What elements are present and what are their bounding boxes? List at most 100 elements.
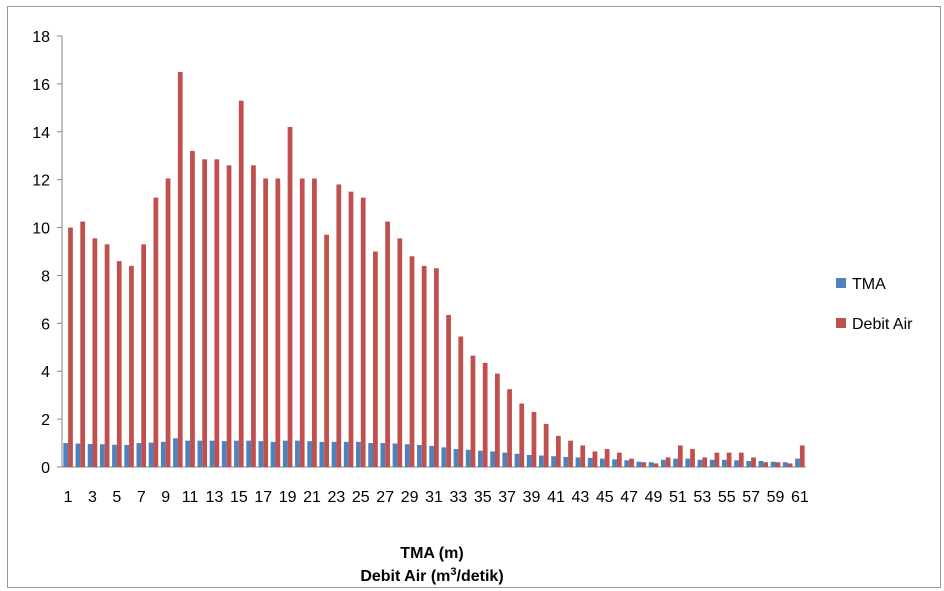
bar-debit-air-10 <box>177 71 183 468</box>
bar-tma-52 <box>685 458 691 467</box>
bar-debit-air-43 <box>580 445 586 467</box>
bar-debit-air-34 <box>470 355 476 467</box>
x-axis-title-line2: Debit Air (m3/detik) <box>360 566 503 585</box>
x-tick-label: 35 <box>474 489 492 506</box>
bar-tma-3 <box>87 444 93 467</box>
bar-tma-43 <box>575 457 581 467</box>
bar-debit-air-27 <box>385 221 390 467</box>
bar-debit-air-24 <box>348 191 354 467</box>
bar-tma-12 <box>197 440 203 467</box>
y-tick-label: 8 <box>41 268 50 285</box>
bar-tma-55 <box>721 459 727 467</box>
x-tick-label: 43 <box>571 489 589 506</box>
y-tick-label: 0 <box>41 460 50 477</box>
bar-debit-air-30 <box>421 265 427 467</box>
bar-tma-10 <box>173 438 178 467</box>
bar-tma-46 <box>612 459 617 467</box>
bar-debit-air-33 <box>458 336 464 467</box>
bar-debit-air-7 <box>141 244 147 467</box>
bar-debit-air-3 <box>92 238 98 467</box>
bar-tma-31 <box>429 445 434 467</box>
bar-tma-57 <box>746 461 752 467</box>
bar-tma-15 <box>234 440 239 467</box>
bar-debit-air-59 <box>775 462 781 467</box>
bar-tma-45 <box>600 458 605 467</box>
x-tick-label: 41 <box>547 489 565 506</box>
x-tick-label: 5 <box>112 489 121 506</box>
bar-debit-air-6 <box>129 265 134 467</box>
x-tick-label: 11 <box>182 489 199 506</box>
bar-debit-air-16 <box>251 165 256 468</box>
y-tick-label: 12 <box>32 173 50 190</box>
bar-tma-51 <box>673 458 678 467</box>
bar-tma-26 <box>368 443 374 467</box>
bar-tma-41 <box>551 456 556 468</box>
bar-debit-air-55 <box>726 452 732 467</box>
bar-debit-air-44 <box>592 451 598 467</box>
x-tick-label: 37 <box>498 489 516 506</box>
bar-debit-air-18 <box>275 178 281 467</box>
bar-debit-air-14 <box>226 165 232 468</box>
bar-debit-air-5 <box>116 261 122 467</box>
bar-debit-air-58 <box>763 462 769 467</box>
y-tick-label: 2 <box>41 412 50 429</box>
x-tick-label: 17 <box>254 489 272 506</box>
legend-swatch-debit-air <box>836 318 846 328</box>
legend-swatch-tma <box>836 278 846 288</box>
bar-debit-air-8 <box>153 197 159 468</box>
bar-tma-16 <box>246 440 252 467</box>
bar-debit-air-46 <box>616 452 622 467</box>
x-tick-label: 53 <box>693 489 711 506</box>
x-tick-label: 27 <box>376 489 394 506</box>
bar-tma-42 <box>563 456 569 467</box>
bar-debit-air-41 <box>555 435 561 467</box>
legend-label-tma: TMA <box>852 276 886 293</box>
bar-debit-air-21 <box>312 178 317 467</box>
bar-tma-11 <box>185 440 191 467</box>
bar-tma-29 <box>404 444 410 467</box>
x-axis-title: TMA (m) <box>400 545 463 562</box>
x-tick-label: 33 <box>449 489 467 506</box>
x-tick-label: 51 <box>669 489 687 506</box>
bar-tma-23 <box>331 441 337 467</box>
y-tick-labels: 0 2 4 6 8 10 12 14 16 18 <box>32 29 62 477</box>
x-tick-label: 31 <box>425 489 443 506</box>
bar-debit-air-39 <box>531 411 537 467</box>
bar-tma-20 <box>295 440 300 467</box>
bar-tma-56 <box>734 460 739 467</box>
x-tick-label: 55 <box>718 489 736 506</box>
bar-debit-air-32 <box>446 314 451 467</box>
x-tick-label: 15 <box>230 489 248 506</box>
bar-debit-air-25 <box>360 197 366 468</box>
x-tick-label: 45 <box>596 489 614 506</box>
x-tick-label: 13 <box>206 489 224 506</box>
bar-debit-air-26 <box>373 251 378 467</box>
bar-debit-air-54 <box>714 452 720 467</box>
bar-debit-air-28 <box>397 238 403 467</box>
bar-tma-50 <box>660 459 666 467</box>
bar-tma-17 <box>258 441 264 467</box>
bar-debit-air-29 <box>409 256 415 467</box>
x-tick-label: 21 <box>303 489 321 506</box>
bar-tma-37 <box>502 452 508 467</box>
x-tick-label: 59 <box>767 489 785 506</box>
bar-tma-30 <box>417 444 422 467</box>
bar-tma-38 <box>514 453 520 467</box>
bar-debit-air-56 <box>738 452 744 467</box>
bar-tma-61 <box>795 458 800 467</box>
bar-debit-air-61 <box>799 445 805 467</box>
y-tick-label: 6 <box>41 316 50 333</box>
bar-debit-air-17 <box>263 178 269 467</box>
bar-tma-24 <box>343 441 349 467</box>
bar-tma-48 <box>636 461 642 467</box>
bar-debit-air-50 <box>665 457 671 467</box>
bar-tma-18 <box>270 441 276 467</box>
bar-debit-air-40 <box>543 423 549 467</box>
bar-tma-7 <box>136 443 142 467</box>
bar-tma-9 <box>160 441 166 467</box>
bar-debit-air-13 <box>214 159 220 467</box>
bar-debit-air-38 <box>519 403 525 467</box>
bar-tma-13 <box>209 440 215 467</box>
bar-debit-air-20 <box>299 178 305 467</box>
